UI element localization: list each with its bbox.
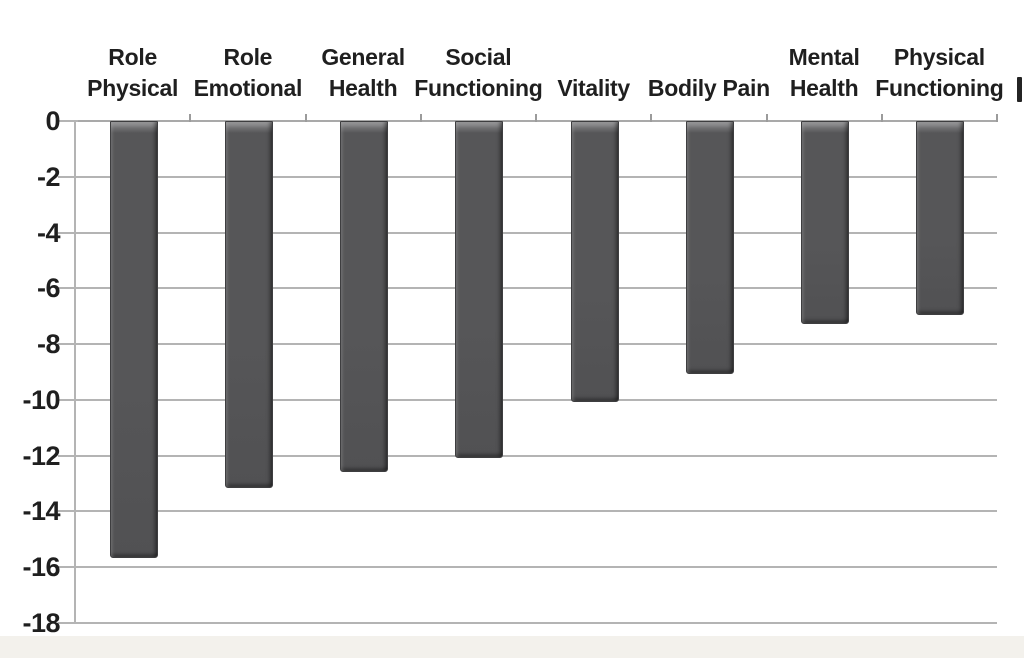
- category-label: Role Emotional: [193, 44, 303, 101]
- category-label: Physical Functioning: [875, 44, 1004, 101]
- x-tick: [880, 114, 883, 122]
- bar: [570, 121, 619, 402]
- y-tick-label: -12: [22, 440, 60, 471]
- bar: [109, 121, 158, 559]
- y-tick-label: -8: [36, 329, 61, 360]
- gridline: [75, 566, 997, 569]
- y-tick-label: -2: [36, 161, 61, 192]
- y-tick-label: -18: [22, 608, 60, 638]
- y-tick: [58, 175, 78, 178]
- y-tick: [58, 622, 78, 624]
- category-label: Social Functioning: [414, 44, 543, 101]
- gridline: [75, 287, 997, 290]
- x-tick: [996, 114, 998, 122]
- x-tick: [765, 114, 768, 122]
- x-tick: [650, 114, 653, 122]
- x-tick: [304, 114, 307, 122]
- x-tick: [419, 114, 422, 122]
- gridline: [75, 398, 997, 401]
- x-tick: [535, 114, 537, 122]
- x-tick: [189, 114, 192, 122]
- y-tick-label: -6: [36, 273, 61, 304]
- bar: [916, 121, 965, 316]
- bar: [340, 121, 389, 472]
- category-label: Bodily Pain: [647, 75, 770, 101]
- category-label: Mental Health: [788, 44, 860, 101]
- gridline: [75, 510, 997, 513]
- footer-strip: [0, 636, 1024, 658]
- y-tick-label: -4: [36, 217, 61, 248]
- y-tick: [58, 287, 78, 290]
- y-tick: [58, 343, 78, 346]
- gridline: [75, 454, 997, 457]
- category-label: General Health: [321, 44, 405, 101]
- bar: [224, 121, 273, 489]
- gridline: [75, 175, 997, 178]
- y-tick: [58, 231, 78, 234]
- y-tick: [58, 566, 78, 569]
- y-tick: [58, 510, 78, 513]
- y-tick-label: -10: [22, 384, 60, 415]
- bar: [801, 121, 850, 324]
- category-label: Vitality: [557, 75, 630, 101]
- gridline: [75, 622, 997, 624]
- y-tick-label: 0: [45, 106, 60, 136]
- gridline: [75, 343, 997, 346]
- clipped-edge-artifact: [1017, 77, 1022, 102]
- bar: [685, 121, 734, 374]
- y-tick-label: -16: [22, 552, 60, 583]
- y-tick: [58, 120, 78, 122]
- category-label: Role Physical: [87, 44, 179, 101]
- gridline: [75, 231, 997, 234]
- y-tick: [58, 398, 78, 401]
- y-tick: [58, 454, 78, 457]
- bar: [455, 121, 504, 458]
- y-tick-label: -14: [22, 496, 60, 527]
- y-axis-line: [74, 121, 76, 623]
